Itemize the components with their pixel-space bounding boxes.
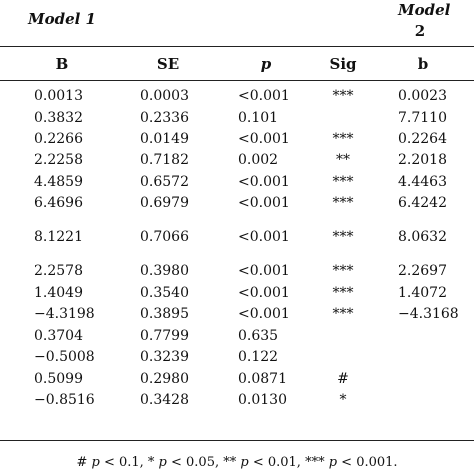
cell-p: <0.001 bbox=[238, 263, 290, 279]
cell-p: <0.001 bbox=[238, 285, 290, 301]
model2-heading: Model 2 bbox=[398, 0, 451, 42]
column-header-b: b bbox=[417, 55, 429, 73]
cell-SE: 0.3895 bbox=[140, 306, 189, 322]
footnote-p-symbol: p bbox=[328, 455, 338, 470]
table-row: 2.2258 0.7182 0.002 ** 2.2018 bbox=[0, 152, 474, 173]
cell-b: −4.3168 bbox=[398, 306, 459, 322]
cell-sig: *** bbox=[332, 263, 354, 279]
cell-B: −0.8516 bbox=[34, 392, 95, 408]
header-bottom-rule bbox=[0, 80, 474, 81]
cell-B: 6.4696 bbox=[34, 195, 83, 211]
cell-b: 4.4463 bbox=[398, 174, 447, 190]
table-row: 0.3832 0.2336 0.101 7.7110 bbox=[0, 110, 474, 131]
cell-SE: 0.3540 bbox=[140, 285, 189, 301]
footnote-p-symbol: p bbox=[240, 455, 249, 470]
footnote-text: < 0.05, ** bbox=[166, 455, 241, 470]
cell-p: 0.0871 bbox=[238, 371, 287, 387]
cell-SE: 0.7066 bbox=[140, 229, 189, 245]
cell-p: <0.001 bbox=[238, 131, 290, 147]
table-row: 2.2578 0.3980 <0.001 *** 2.2697 bbox=[0, 263, 474, 284]
cell-p: 0.635 bbox=[238, 328, 279, 344]
footnote-text: < 0.001. bbox=[337, 455, 398, 470]
column-header-SE: SE bbox=[156, 55, 180, 73]
cell-SE: 0.6572 bbox=[140, 174, 189, 190]
cell-sig: * bbox=[339, 392, 347, 408]
footnote-text: < 0.01, *** bbox=[248, 455, 329, 470]
cell-B: 2.2258 bbox=[34, 152, 83, 168]
cell-SE: 0.7799 bbox=[140, 328, 189, 344]
cell-b: 2.2018 bbox=[398, 152, 447, 168]
table-row: −0.5008 0.3239 0.122 bbox=[0, 349, 474, 370]
header-top-rule bbox=[0, 46, 474, 47]
cell-b: 0.2264 bbox=[398, 131, 447, 147]
table-row: 8.1221 0.7066 <0.001 *** 8.0632 bbox=[0, 229, 474, 250]
footnote-text: < 0.1, * bbox=[99, 455, 159, 470]
table-row: 0.5099 0.2980 0.0871 # bbox=[0, 371, 474, 392]
cell-sig: *** bbox=[332, 88, 354, 104]
cell-sig: *** bbox=[332, 285, 354, 301]
model1-heading: Model 1 bbox=[28, 10, 96, 28]
table-row: 0.3704 0.7799 0.635 bbox=[0, 328, 474, 349]
cell-B: 8.1221 bbox=[34, 229, 83, 245]
cell-B: 1.4049 bbox=[34, 285, 83, 301]
cell-b: 0.0023 bbox=[398, 88, 447, 104]
cell-b: 6.4242 bbox=[398, 195, 447, 211]
cell-p: 0.002 bbox=[238, 152, 279, 168]
cell-B: 0.2266 bbox=[34, 131, 83, 147]
cell-p: 0.101 bbox=[238, 110, 279, 126]
table-row: 0.0013 0.0003 <0.001 *** 0.0023 bbox=[0, 88, 474, 109]
table-row: −4.3198 0.3895 <0.001 *** −4.3168 bbox=[0, 306, 474, 327]
cell-p: 0.122 bbox=[238, 349, 279, 365]
cell-B: −0.5008 bbox=[34, 349, 95, 365]
cell-SE: 0.0003 bbox=[140, 88, 189, 104]
model2-heading-word: Model bbox=[398, 1, 451, 19]
cell-sig: *** bbox=[332, 174, 354, 190]
cell-sig: *** bbox=[332, 131, 354, 147]
cell-b: 2.2697 bbox=[398, 263, 447, 279]
table-row: 0.2266 0.0149 <0.001 *** 0.2264 bbox=[0, 131, 474, 152]
cell-B: 0.3832 bbox=[34, 110, 83, 126]
cell-SE: 0.2980 bbox=[140, 371, 189, 387]
table-row: −0.8516 0.3428 0.0130 * bbox=[0, 392, 474, 413]
cell-B: 4.4859 bbox=[34, 174, 83, 190]
table-row: 4.4859 0.6572 <0.001 *** 4.4463 bbox=[0, 174, 474, 195]
cell-SE: 0.3239 bbox=[140, 349, 189, 365]
cell-sig: *** bbox=[332, 306, 354, 322]
footnote-p-symbol: p bbox=[91, 455, 100, 470]
cell-SE: 0.7182 bbox=[140, 152, 189, 168]
cell-p: <0.001 bbox=[238, 306, 290, 322]
cell-b: 1.4072 bbox=[398, 285, 447, 301]
table-row: 1.4049 0.3540 <0.001 *** 1.4072 bbox=[0, 285, 474, 306]
significance-footnote: # p < 0.1, * p < 0.05, ** p < 0.01, *** … bbox=[0, 455, 474, 470]
cell-sig: ** bbox=[336, 152, 350, 168]
cell-p: 0.0130 bbox=[238, 392, 287, 408]
cell-sig: # bbox=[337, 371, 349, 387]
cell-sig: *** bbox=[332, 229, 354, 245]
cell-b: 8.0632 bbox=[398, 229, 447, 245]
cell-p: <0.001 bbox=[238, 88, 290, 104]
cell-sig: *** bbox=[332, 195, 354, 211]
cell-SE: 0.0149 bbox=[140, 131, 189, 147]
cell-p: <0.001 bbox=[238, 229, 290, 245]
cell-SE: 0.2336 bbox=[140, 110, 189, 126]
cell-SE: 0.6979 bbox=[140, 195, 189, 211]
cell-p: <0.001 bbox=[238, 195, 290, 211]
cell-B: 0.0013 bbox=[34, 88, 83, 104]
cell-b: 7.7110 bbox=[398, 110, 447, 126]
cell-p: <0.001 bbox=[238, 174, 290, 190]
column-header-p: p bbox=[260, 55, 272, 73]
table-bottom-rule bbox=[0, 440, 474, 441]
cell-SE: 0.3428 bbox=[140, 392, 189, 408]
column-header-B: B bbox=[55, 55, 69, 73]
model2-heading-number: 2 bbox=[414, 22, 426, 40]
column-header-sig: Sig bbox=[329, 55, 357, 73]
cell-SE: 0.3980 bbox=[140, 263, 189, 279]
footnote-text: # bbox=[76, 455, 92, 470]
cell-B: 0.5099 bbox=[34, 371, 83, 387]
table-row: 6.4696 0.6979 <0.001 *** 6.4242 bbox=[0, 195, 474, 216]
cell-B: 2.2578 bbox=[34, 263, 83, 279]
cell-B: −4.3198 bbox=[34, 306, 95, 322]
footnote-p-symbol: p bbox=[158, 455, 167, 470]
cell-B: 0.3704 bbox=[34, 328, 83, 344]
